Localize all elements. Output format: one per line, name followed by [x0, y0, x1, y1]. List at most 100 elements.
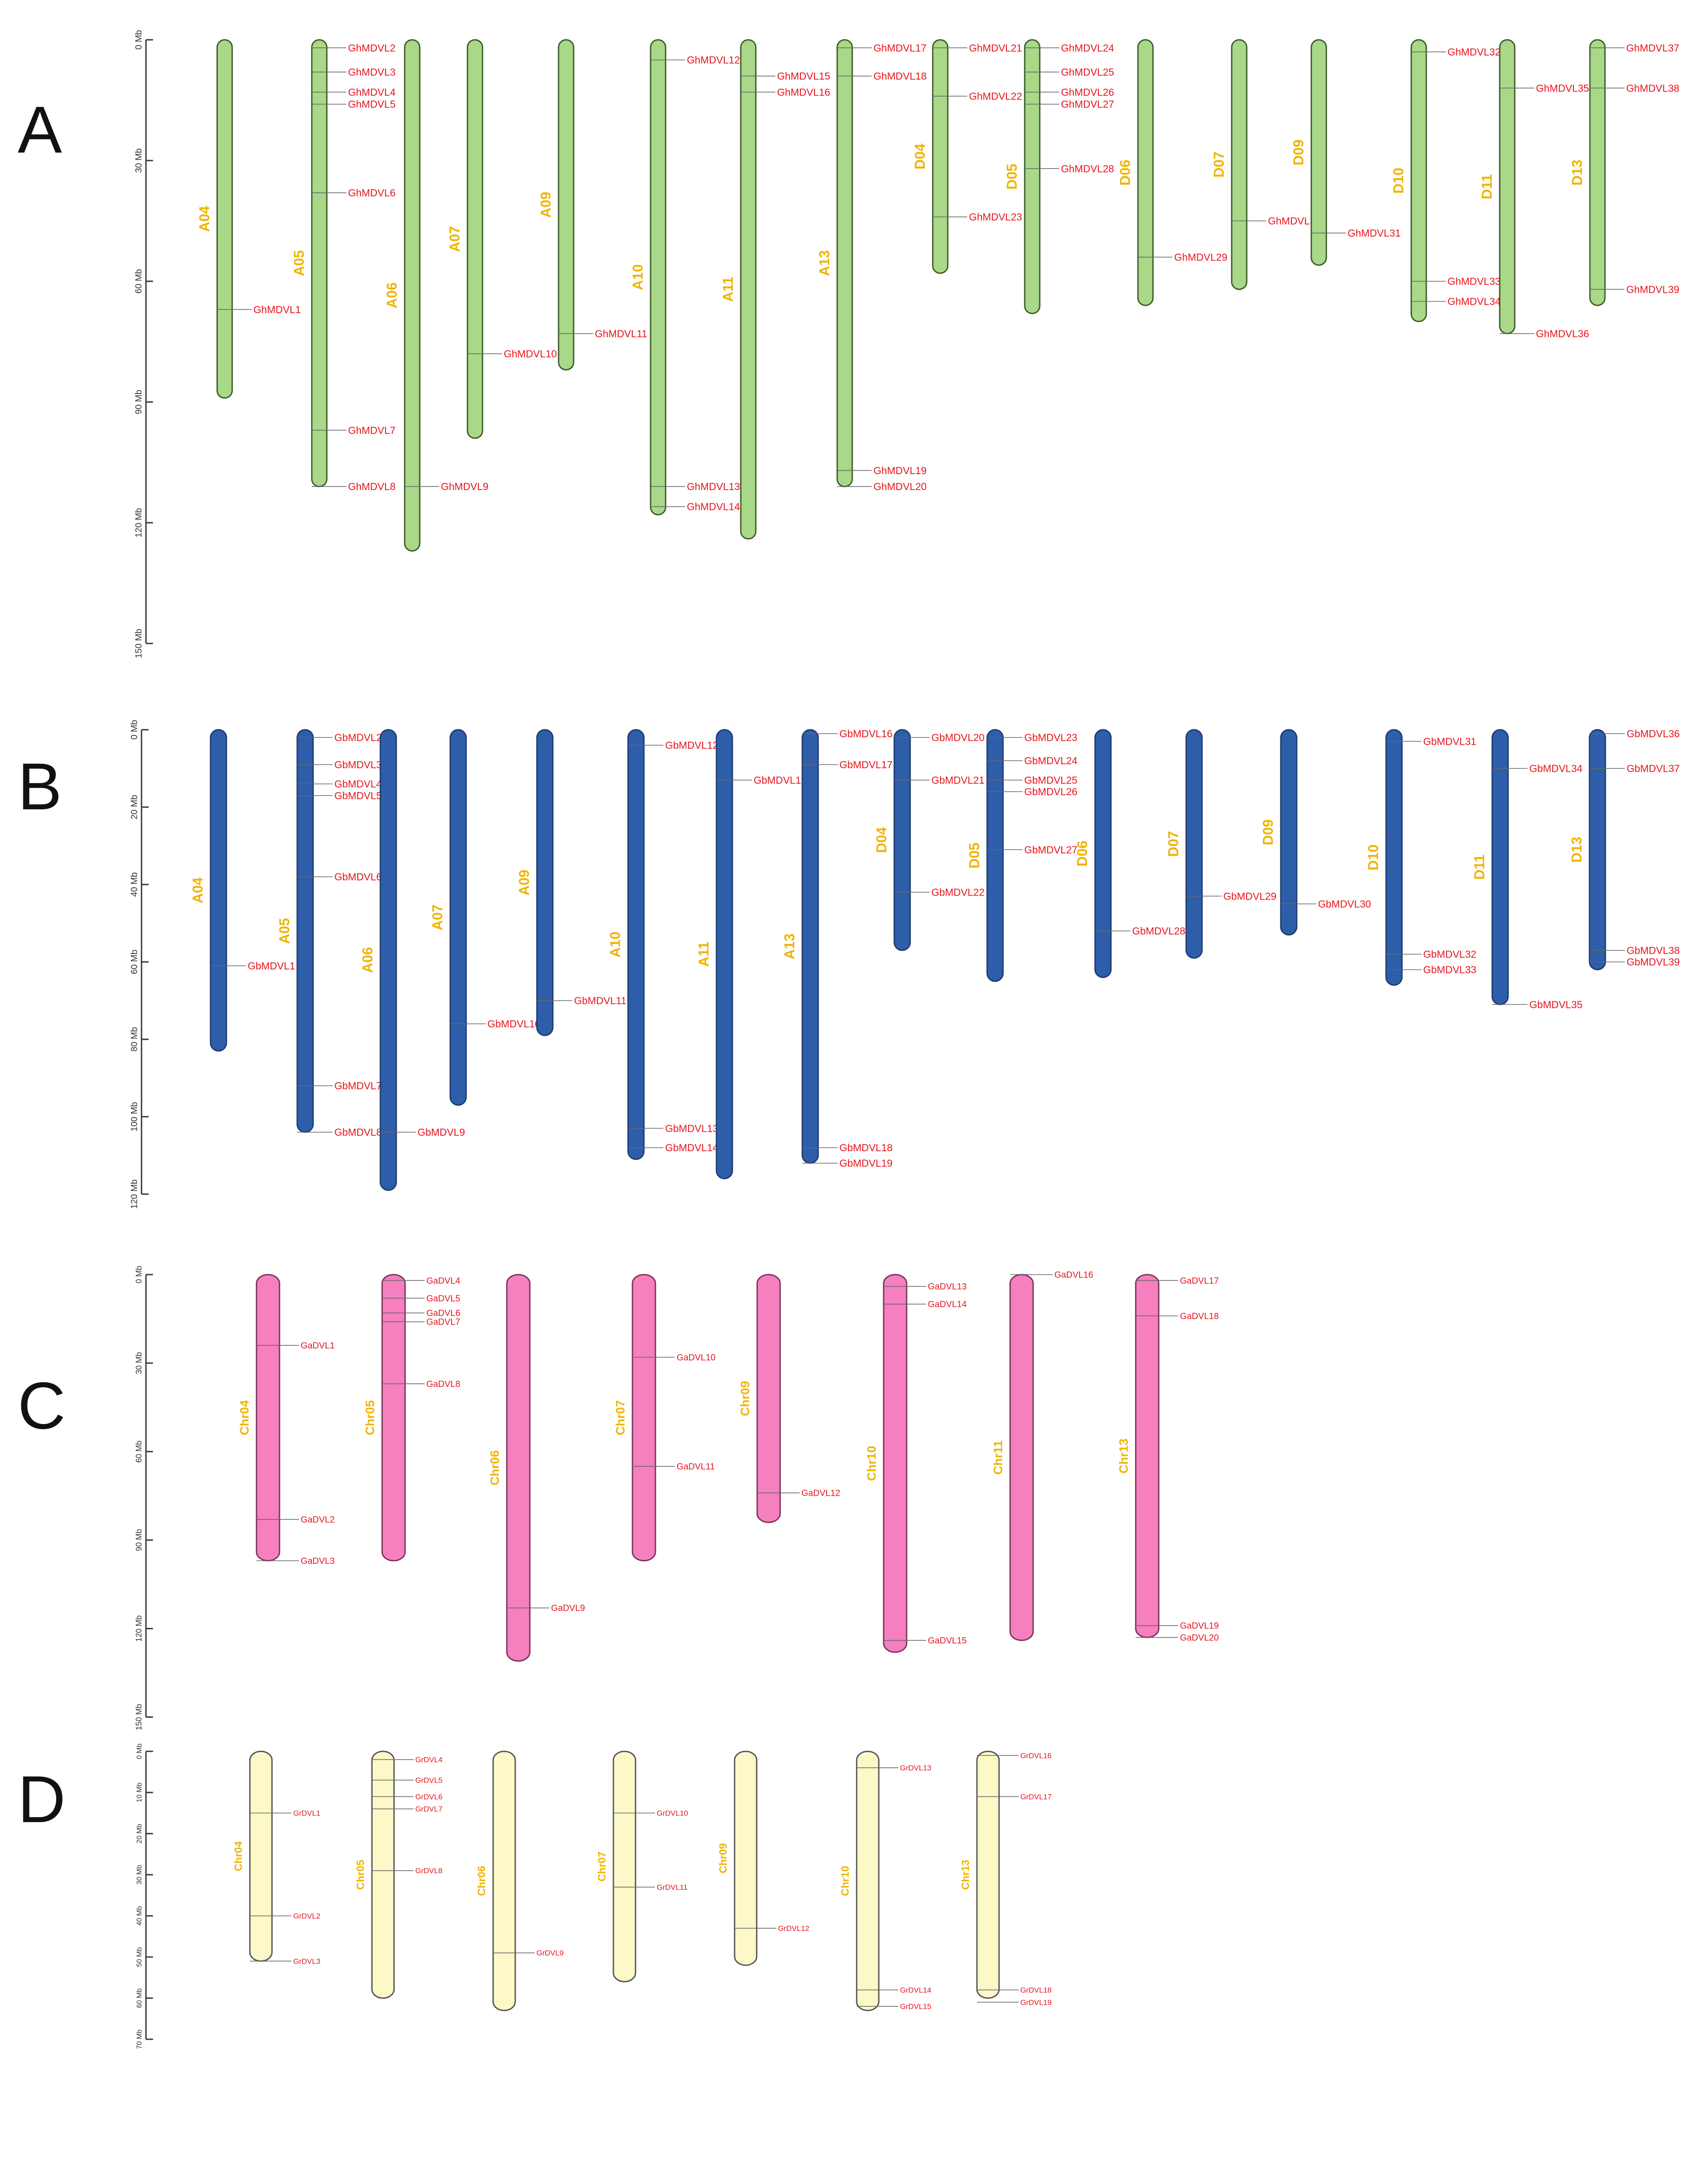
gene-label: GhMDVL36 [1536, 328, 1589, 339]
chromosome-name: D07 [1165, 831, 1181, 857]
chromosome-bar [1491, 729, 1509, 1005]
gene-label: GbMDVL12 [665, 739, 718, 751]
gene-label: GaDVL20 [1180, 1633, 1219, 1643]
gene-label: GaDVL3 [301, 1556, 335, 1566]
gene-label: GbMDVL30 [1318, 898, 1371, 910]
gene-label: GhMDVL28 [1061, 163, 1114, 174]
scale-tick-label: 80 Mb [130, 1027, 139, 1052]
chromosome-bar [1137, 39, 1154, 306]
chromosome-name: D09 [1291, 139, 1306, 165]
scale-tick-label: 60 Mb [136, 1988, 143, 2008]
gene-label: GaDVL9 [551, 1604, 585, 1613]
gene-label: GrDVL4 [415, 1756, 442, 1764]
chromosome-a11: A11 GhMDVL15 GhMDVL16 [720, 39, 830, 540]
gene-label: GbMDVL25 [1024, 774, 1077, 786]
panel-letter: A [18, 92, 62, 167]
chromosome-bar [536, 729, 554, 1036]
gene-label: GhMDVL12 [687, 54, 740, 66]
chromosome-a06: A06 GbMDVL9 [360, 729, 465, 1191]
scale-tick-label: 0 Mb [130, 720, 139, 739]
chromosome-name: D04 [912, 143, 928, 169]
gene-label: GaDVL19 [1180, 1621, 1219, 1631]
chromosome-bar [379, 729, 397, 1191]
gene-label: GhMDVL25 [1061, 66, 1114, 78]
gene-label: GbMDVL26 [1024, 786, 1077, 797]
gene-label: GrDVL19 [1020, 1998, 1052, 2007]
gene-label: GbMDVL27 [1024, 844, 1077, 855]
gene-label: GhMDVL5 [348, 99, 395, 110]
chromosome-name: D13 [1569, 160, 1585, 186]
gene-label: GbMDVL9 [417, 1126, 465, 1138]
chromosome-name: D11 [1479, 174, 1495, 199]
chromosome-a07: A07 GhMDVL10 [447, 39, 557, 439]
chromosome-name: A06 [360, 947, 375, 973]
chromosome-name: Chr07 [596, 1851, 608, 1881]
chromosome-chr10: Chr10 GrDVL13 GrDVL14 GrDVL15 [839, 1750, 931, 2011]
chromosome-name: A04 [196, 206, 212, 232]
gene-label: GhMDVL16 [777, 86, 830, 98]
gene-label: GhMDVL24 [1061, 42, 1114, 54]
gene-label: GbMDVL13 [665, 1122, 718, 1134]
gene-label: GhMDVL35 [1536, 82, 1589, 94]
gene-label: GbMDVL3 [334, 759, 382, 770]
chromosome-bar [650, 39, 666, 516]
chromosome-name: Chr13 [960, 1860, 972, 1890]
chromosome-a04: A04 GhMDVL1 [196, 39, 301, 399]
chromosome-bar [296, 729, 314, 1133]
chromosome-bar [1589, 39, 1606, 306]
chromosome-bar [1410, 39, 1427, 322]
scale-tick-label: 10 Mb [136, 1783, 143, 1803]
chromosome-name: A13 [781, 934, 797, 960]
chromosome-d13: D13 GhMDVL37 GhMDVL38 GhMDVL39 [1569, 39, 1679, 306]
gene-label: GhMDVL11 [595, 328, 647, 339]
chromosome-name: Chr06 [476, 1866, 488, 1896]
scale-tick-label: 60 Mb [134, 269, 144, 294]
chromosome-chr13: Chr13 GaDVL17 GaDVL18 GaDVL19 GaDVL20 [1117, 1274, 1219, 1643]
panel-letter: D [18, 1762, 65, 1836]
chromosome-name: A09 [516, 869, 532, 896]
scale-tick-label: 0 Mb [134, 30, 144, 50]
chromosome-name: Chr04 [237, 1400, 251, 1435]
gene-label: GbMDVL6 [334, 871, 382, 883]
gene-label: GbMDVL2 [334, 732, 382, 743]
chromosome-name: D09 [1260, 820, 1276, 846]
chromosome-name: A10 [630, 264, 646, 291]
chromosome-bar [1185, 729, 1203, 959]
gene-label: GhMDVL4 [348, 86, 396, 98]
chromosome-bar [976, 1750, 1000, 1999]
chromosome-a04: A04 GbMDVL1 [190, 729, 295, 1052]
gene-label: GbMDVL24 [1024, 755, 1077, 766]
chromosome-d10: D10 GbMDVL31 GbMDVL32 GbMDVL33 [1365, 729, 1476, 986]
gene-label: GhMDVL34 [1448, 296, 1501, 307]
chromosome-bar [1009, 1274, 1034, 1641]
chromosome-d06: D06 GhMDVL29 [1117, 39, 1227, 306]
gene-label: GaDVL6 [426, 1309, 460, 1318]
chromosome-name: D10 [1390, 168, 1406, 194]
gene-label: GhMDVL19 [873, 465, 927, 476]
chromosome-a11: A11 GbMDVL15 [696, 729, 807, 1180]
gene-label: GbMDVL38 [1627, 945, 1680, 956]
chromosome-bar [256, 1274, 280, 1562]
scale-tick-label: 30 Mb [136, 1865, 143, 1885]
chromosome-name: A05 [276, 918, 292, 944]
gene-label: GbMDVL31 [1423, 735, 1476, 747]
gene-label: GhMDVL37 [1626, 42, 1679, 54]
chromosome-name: A04 [190, 877, 206, 904]
chromosome-name: Chr05 [363, 1400, 377, 1435]
gene-label: GaDVL8 [426, 1379, 460, 1389]
scale-tick-label: 90 Mb [134, 390, 144, 414]
gene-label: GrDVL9 [536, 1949, 563, 1957]
chromosome-bar [1024, 39, 1041, 314]
gene-label: GbMDVL1 [248, 960, 295, 972]
gene-label: GhMDVL27 [1061, 99, 1114, 110]
chromosome-name: A11 [696, 942, 712, 967]
chromosome-name: D06 [1074, 841, 1090, 867]
chromosome-bar [734, 1750, 758, 1966]
chromosome-a13: A13 GhMDVL17 GhMDVL18 GhMDVL19 GhMDVL20 [816, 39, 927, 492]
gene-label: GhMDVL9 [441, 481, 488, 492]
scale-tick-label: 120 Mb [134, 1615, 143, 1642]
gene-label: GbMDVL36 [1627, 728, 1680, 739]
gene-label: GbMDVL23 [1024, 732, 1077, 743]
